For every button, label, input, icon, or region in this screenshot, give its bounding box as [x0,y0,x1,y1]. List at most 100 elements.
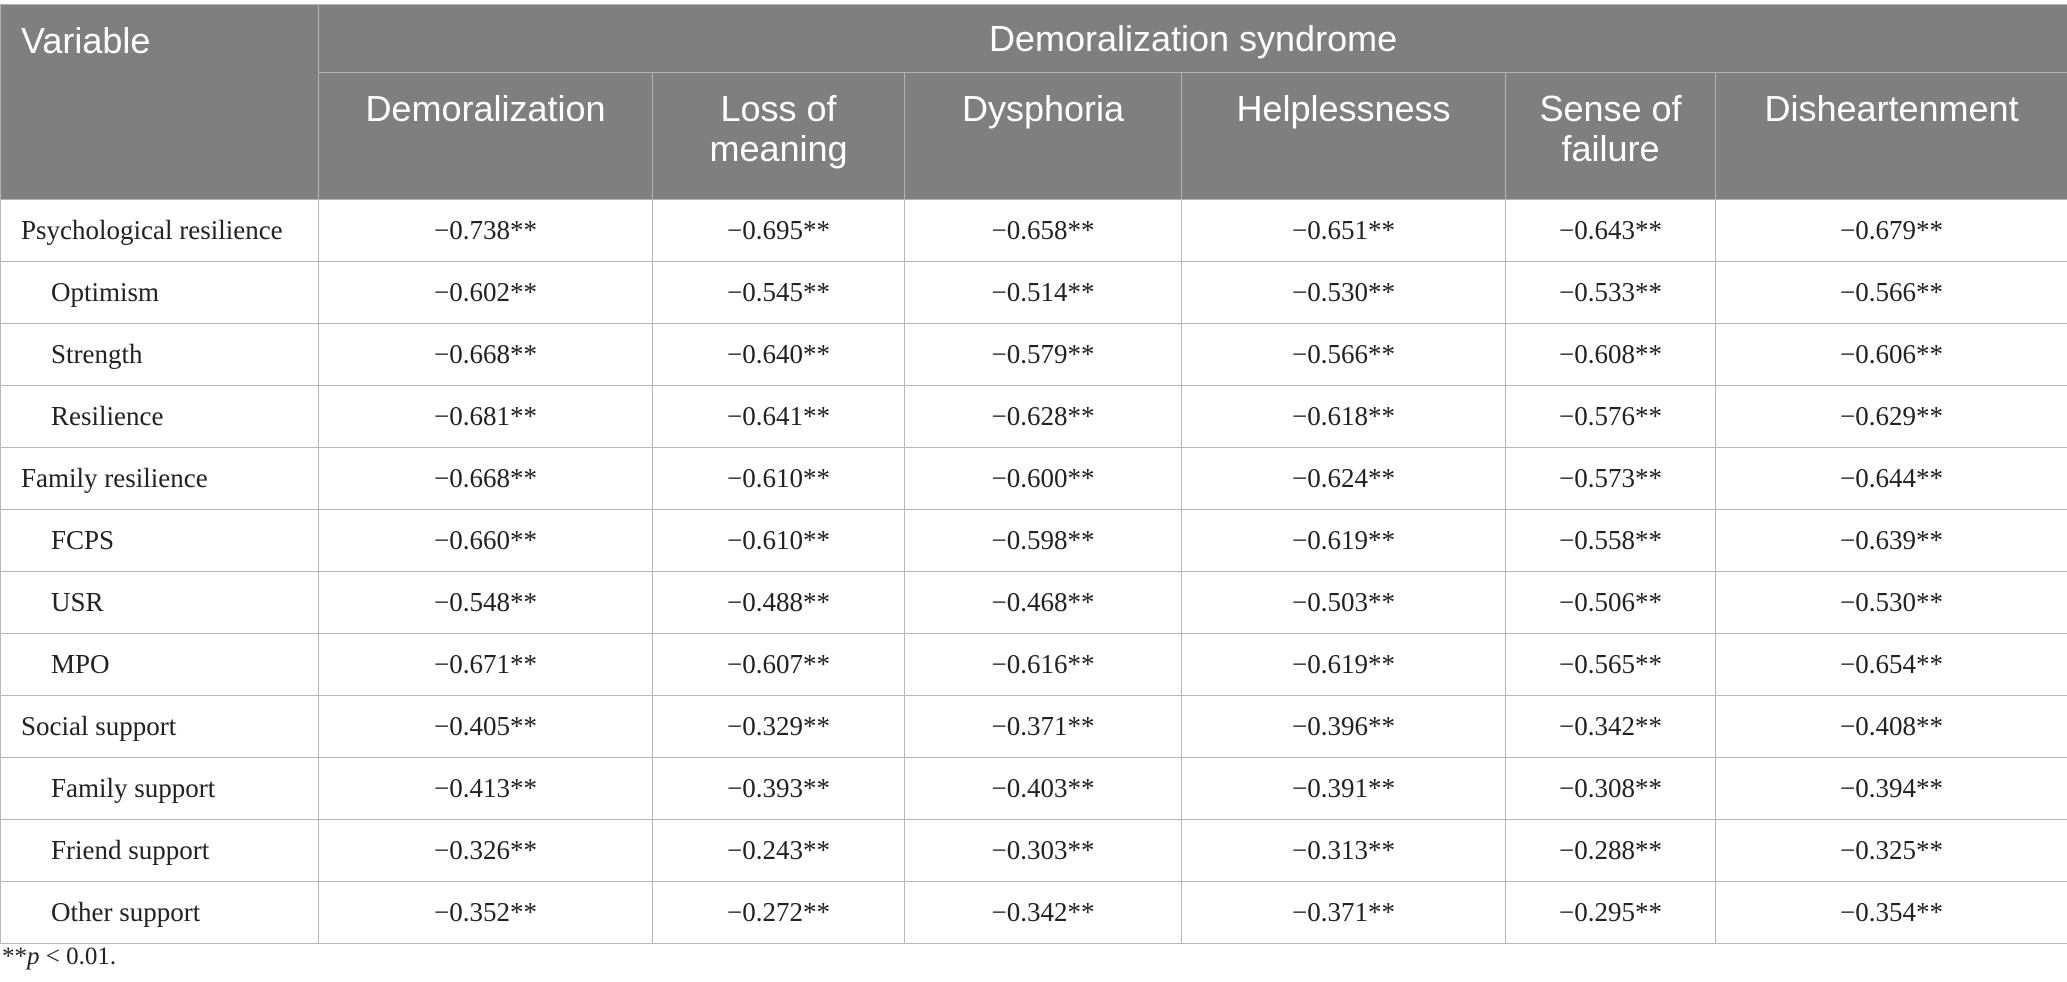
table-cell: −0.371** [904,695,1182,758]
table-cell: −0.530** [1181,261,1506,324]
table-cell: −0.671** [318,633,653,696]
row-label: Optimism [0,261,319,324]
table-cell: −0.468** [904,571,1182,634]
table-cell: −0.558** [1505,509,1716,572]
header-row-group: Variable Demoralization syndrome [0,4,2067,200]
table-cell: −0.658** [904,199,1182,262]
table-header: Variable Demoralization syndrome Demoral… [0,4,2067,200]
table-row: Other support −0.352** −0.272** −0.342** −0.… [0,881,2067,944]
row-label: Other support [0,881,319,944]
table-cell: −0.408** [1714,695,2067,758]
table-cell: −0.396** [1181,695,1506,758]
table-cell: −0.405** [318,695,653,758]
table-cell: −0.394** [1714,757,2067,820]
table-cell: −0.640** [652,323,905,386]
table-row: MPO −0.671** −0.607** −0.616** −0.619** −0.56… [0,633,2067,696]
table-cell: −0.668** [318,447,653,510]
table-cell: −0.308** [1505,757,1716,820]
correlation-table-container: Variable Demoralization syndrome Demoral… [0,4,2067,944]
table-cell: −0.695** [652,199,905,262]
table-cell: −0.606** [1714,323,2067,386]
table-cell: −0.576** [1505,385,1716,448]
table-cell: −0.616** [904,633,1182,696]
table-cell: −0.354** [1714,881,2067,944]
table-cell: −0.326** [318,819,653,882]
table-row: FCPS −0.660** −0.610** −0.598** −0.619** −0.5… [0,509,2067,572]
group-header: Demoralization syndrome [317,4,2067,73]
table-cell: −0.629** [1714,385,2067,448]
table-cell: −0.272** [652,881,905,944]
table-cell: −0.610** [652,447,905,510]
variable-header: Variable [0,4,319,200]
table-row: Psychological resilience −0.738** −0.695**… [0,199,2067,262]
row-label: Strength [0,323,319,386]
table-cell: −0.643** [1505,199,1716,262]
table-cell: −0.391** [1181,757,1506,820]
table-cell: −0.628** [904,385,1182,448]
table-cell: −0.403** [904,757,1182,820]
table-cell: −0.342** [1505,695,1716,758]
table-cell: −0.610** [652,509,905,572]
table-cell: −0.573** [1505,447,1716,510]
table-cell: −0.639** [1714,509,2067,572]
column-header-dysphoria: Dysphoria [904,72,1182,200]
table-row: Social support −0.405** −0.329** −0.371** −0… [0,695,2067,758]
table-cell: −0.566** [1714,261,2067,324]
table-row: Strength −0.668** −0.640** −0.579** −0.566**… [0,323,2067,386]
table-cell: −0.602** [318,261,653,324]
table-cell: −0.654** [1714,633,2067,696]
table-body: Psychological resilience −0.738** −0.695**… [0,199,2067,944]
footnote-text: < 0.01. [39,943,117,970]
table-row: Optimism −0.602** −0.545** −0.514** −0.530**… [0,261,2067,324]
table-cell: −0.681** [318,385,653,448]
table-cell: −0.313** [1181,819,1506,882]
table-cell: −0.641** [652,385,905,448]
table-cell: −0.303** [904,819,1182,882]
table-cell: −0.644** [1714,447,2067,510]
footnote: **p < 0.01. [2,943,116,971]
table-row: USR −0.548** −0.488** −0.468** −0.503** −0.50… [0,571,2067,634]
table-cell: −0.325** [1714,819,2067,882]
table-cell: −0.619** [1181,509,1506,572]
table-cell: −0.660** [318,509,653,572]
table-cell: −0.619** [1181,633,1506,696]
footnote-stars: ** [2,943,27,970]
table-cell: −0.514** [904,261,1182,324]
table-cell: −0.548** [318,571,653,634]
table-cell: −0.352** [318,881,653,944]
table-cell: −0.413** [318,757,653,820]
row-label: FCPS [0,509,319,572]
table-cell: −0.738** [318,199,653,262]
header-row-columns: Demoralization Loss of meaning Dysphoria… [1,72,2067,200]
table-cell: −0.600** [904,447,1182,510]
table-cell: −0.566** [1181,323,1506,386]
table-row: Family resilience −0.668** −0.610** −0.600*… [0,447,2067,510]
table-cell: −0.342** [904,881,1182,944]
table-cell: −0.545** [652,261,905,324]
table-cell: −0.288** [1505,819,1716,882]
row-label: Friend support [0,819,319,882]
row-label: Family resilience [0,447,319,510]
table-cell: −0.329** [652,695,905,758]
table-cell: −0.243** [652,819,905,882]
table-cell: −0.371** [1181,881,1506,944]
row-label: Family support [0,757,319,820]
column-header-sense-of-failure: Sense of failure [1505,72,1716,200]
column-header-demoralization: Demoralization [318,72,653,200]
table-cell: −0.668** [318,323,653,386]
table-cell: −0.295** [1505,881,1716,944]
table-cell: −0.618** [1181,385,1506,448]
table-cell: −0.624** [1181,447,1506,510]
row-label: Psychological resilience [0,199,319,262]
footnote-p: p [27,943,40,970]
table-cell: −0.393** [652,757,905,820]
table-cell: −0.608** [1505,323,1716,386]
row-label: Resilience [0,385,319,448]
table-cell: −0.679** [1714,199,2067,262]
table-cell: −0.579** [904,323,1182,386]
row-label: Social support [0,695,319,758]
table-row: Family support −0.413** −0.393** −0.403** −0… [0,757,2067,820]
table-cell: −0.530** [1714,571,2067,634]
table-row: Friend support −0.326** −0.243** −0.303** −0… [0,819,2067,882]
table-cell: −0.607** [652,633,905,696]
